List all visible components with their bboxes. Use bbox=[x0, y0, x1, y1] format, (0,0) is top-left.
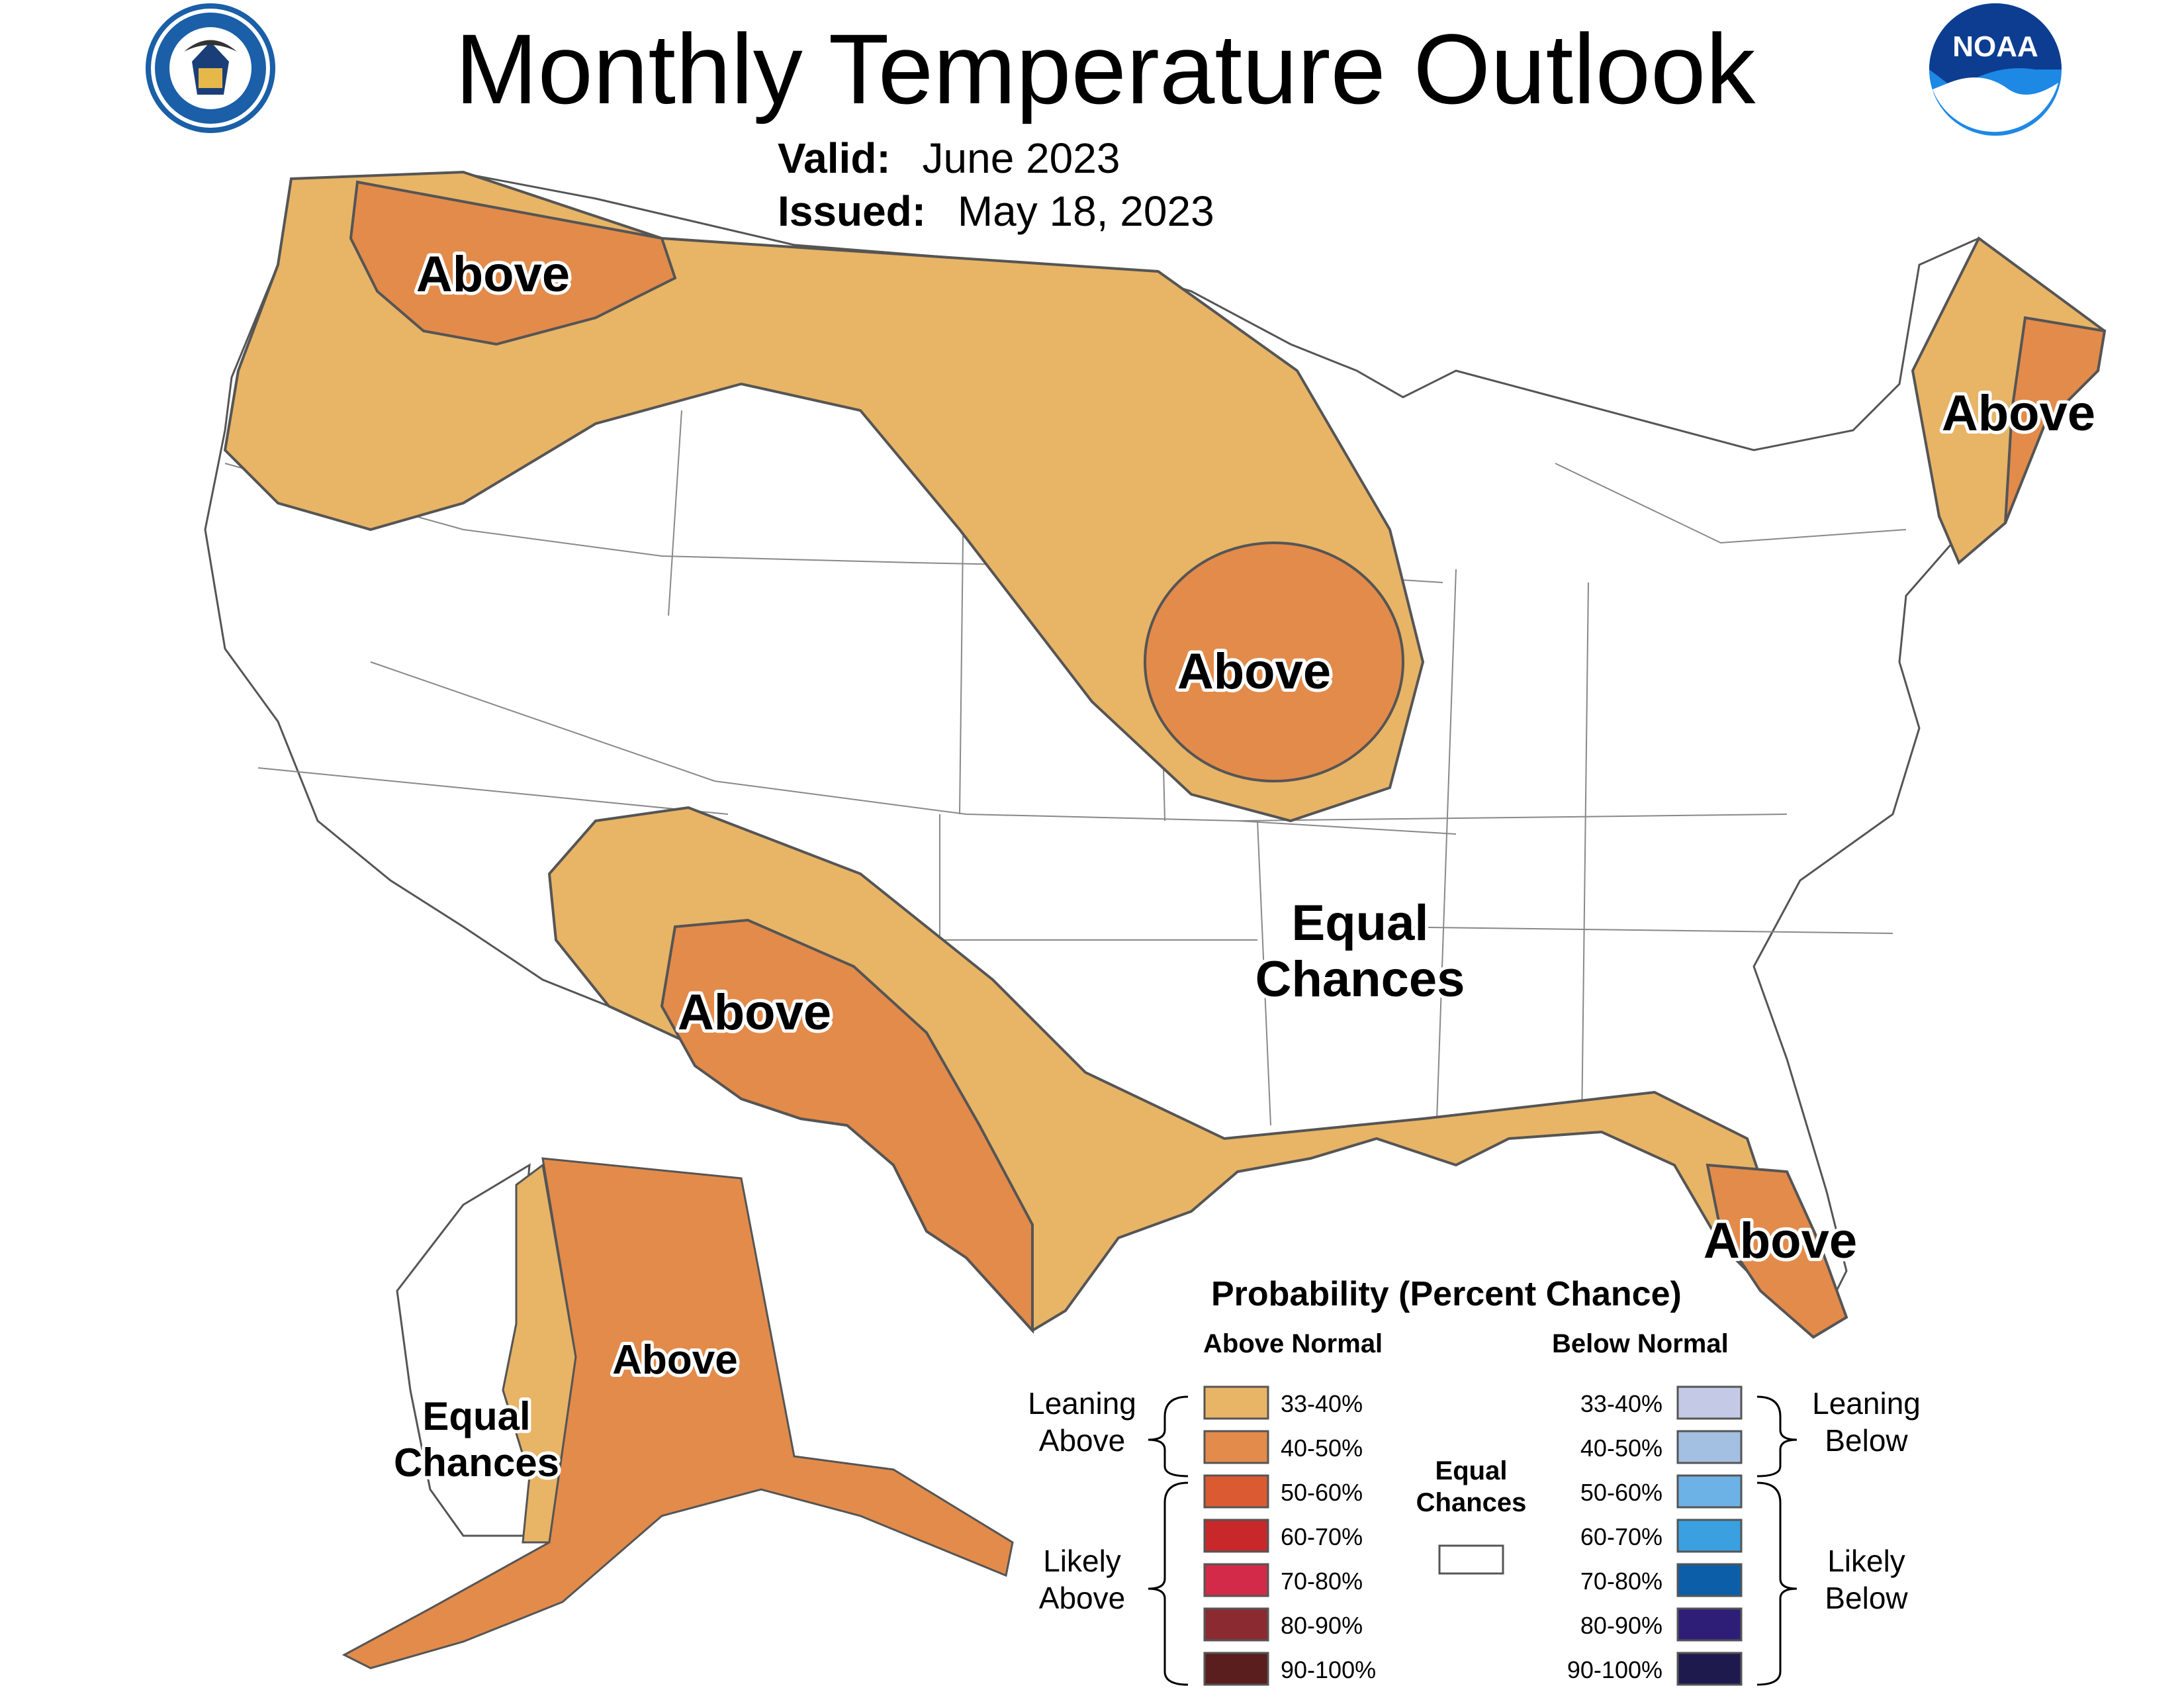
legend-braces bbox=[1148, 1395, 1797, 1686]
swatch-below-70-80 bbox=[1676, 1563, 1743, 1597]
legend-below-range: 70-80% bbox=[1580, 1568, 1662, 1595]
legend-leaning-below-l1: Leaning bbox=[1812, 1386, 1921, 1421]
swatch-below-40-50 bbox=[1676, 1430, 1743, 1464]
legend-likely-below-l1: Likely bbox=[1827, 1544, 1905, 1578]
swatch-below-80-90 bbox=[1676, 1607, 1743, 1642]
legend-above-range: 33-40% bbox=[1281, 1390, 1363, 1417]
legend-likely-above-l2: Above bbox=[1038, 1581, 1126, 1615]
swatch-above-80-90 bbox=[1203, 1607, 1269, 1642]
noaa-logo-text: NOAA bbox=[1952, 30, 2038, 63]
label-alaska-equal-l2: Chances bbox=[394, 1440, 559, 1485]
label-southwest: Above bbox=[678, 984, 831, 1041]
swatch-below-33-40 bbox=[1676, 1385, 1743, 1420]
legend-above-range: 80-90% bbox=[1281, 1612, 1363, 1639]
legend-equal-chances: Equal Chances bbox=[1395, 1455, 1547, 1519]
valid-value: June 2023 bbox=[922, 134, 1120, 182]
issued-value: May 18, 2023 bbox=[957, 187, 1214, 235]
swatch-below-90-100 bbox=[1676, 1652, 1743, 1686]
swatch-below-50-60 bbox=[1676, 1474, 1743, 1509]
region-alaska-above bbox=[341, 1157, 1014, 1669]
legend-likely-above: Likely Above bbox=[1006, 1542, 1158, 1617]
legend-above-range: 70-80% bbox=[1281, 1568, 1363, 1595]
swatch-above-60-70 bbox=[1203, 1519, 1269, 1553]
valid-line: Valid: June 2023 bbox=[778, 134, 1120, 183]
legend-below-range: 40-50% bbox=[1580, 1434, 1662, 1462]
swatch-equal-chances bbox=[1438, 1544, 1504, 1575]
label-alaska-equal-l1: Equal bbox=[422, 1394, 530, 1438]
legend-leaning-below-l2: Below bbox=[1825, 1423, 1908, 1458]
region-midwest-above bbox=[1144, 541, 1404, 782]
legend-below-range: 33-40% bbox=[1580, 1390, 1662, 1417]
label-northeast: Above bbox=[1942, 385, 2095, 442]
region-northeast-above bbox=[2004, 316, 2107, 524]
legend-leaning-below: Leaning Below bbox=[1790, 1385, 1942, 1459]
legend-below-swatches bbox=[1676, 1385, 1743, 1686]
label-northwest: Above bbox=[416, 246, 570, 303]
label-alaska-east: Above bbox=[612, 1337, 737, 1383]
label-florida: Above bbox=[1704, 1213, 1857, 1269]
legend-title: Probability (Percent Chance) bbox=[1211, 1275, 1682, 1313]
label-central-equal-l2: Chances bbox=[1255, 951, 1465, 1008]
issued-label: Issued: bbox=[778, 187, 927, 235]
valid-label: Valid: bbox=[778, 134, 891, 182]
legend-leaning-above-l2: Above bbox=[1038, 1423, 1126, 1458]
region-florida-above bbox=[1706, 1163, 1848, 1339]
label-midwest: Above bbox=[1177, 643, 1331, 700]
page-title: Monthly Temperature Outlook bbox=[455, 13, 1756, 124]
legend-leaning-above-l1: Leaning bbox=[1028, 1386, 1136, 1421]
legend-likely-below: Likely Below bbox=[1790, 1542, 1942, 1617]
legend-above-range: 60-70% bbox=[1281, 1523, 1363, 1550]
legend-equal-l2: Chances bbox=[1416, 1488, 1527, 1517]
swatch-above-33-40 bbox=[1203, 1385, 1269, 1420]
probability-regions bbox=[223, 170, 2107, 1339]
issued-line: Issued: May 18, 2023 bbox=[778, 187, 1214, 236]
legend-above-swatches bbox=[1203, 1385, 1269, 1686]
legend-leaning-above: Leaning Above bbox=[1006, 1385, 1158, 1459]
legend-above-heading: Above Normal bbox=[1203, 1329, 1383, 1358]
alaska-map bbox=[341, 1157, 1014, 1669]
legend-below-range: 60-70% bbox=[1580, 1523, 1662, 1550]
commerce-seal-logo bbox=[146, 3, 275, 133]
region-southwest-above bbox=[660, 918, 1034, 1335]
label-central-equal-l1: Equal bbox=[1292, 895, 1429, 951]
legend-likely-below-l2: Below bbox=[1825, 1581, 1908, 1615]
legend-above-range: 40-50% bbox=[1281, 1434, 1363, 1462]
swatch-above-50-60 bbox=[1203, 1474, 1269, 1509]
legend-equal-l1: Equal bbox=[1435, 1456, 1508, 1485]
swatch-above-70-80 bbox=[1203, 1563, 1269, 1597]
swatch-below-60-70 bbox=[1676, 1519, 1743, 1553]
legend-below-range: 50-60% bbox=[1580, 1479, 1662, 1506]
swatch-above-40-50 bbox=[1203, 1430, 1269, 1464]
legend-likely-above-l1: Likely bbox=[1043, 1544, 1121, 1578]
legend-below-range: 80-90% bbox=[1580, 1612, 1662, 1639]
legend-above-range: 50-60% bbox=[1281, 1479, 1363, 1506]
region-northwest-above bbox=[349, 180, 677, 346]
noaa-logo: NOAA bbox=[1929, 3, 2062, 136]
swatch-above-90-100 bbox=[1203, 1652, 1269, 1686]
legend-below-heading: Below Normal bbox=[1552, 1329, 1729, 1358]
legend-above-range: 90-100% bbox=[1281, 1656, 1377, 1683]
legend-below-range: 90-100% bbox=[1567, 1656, 1662, 1683]
